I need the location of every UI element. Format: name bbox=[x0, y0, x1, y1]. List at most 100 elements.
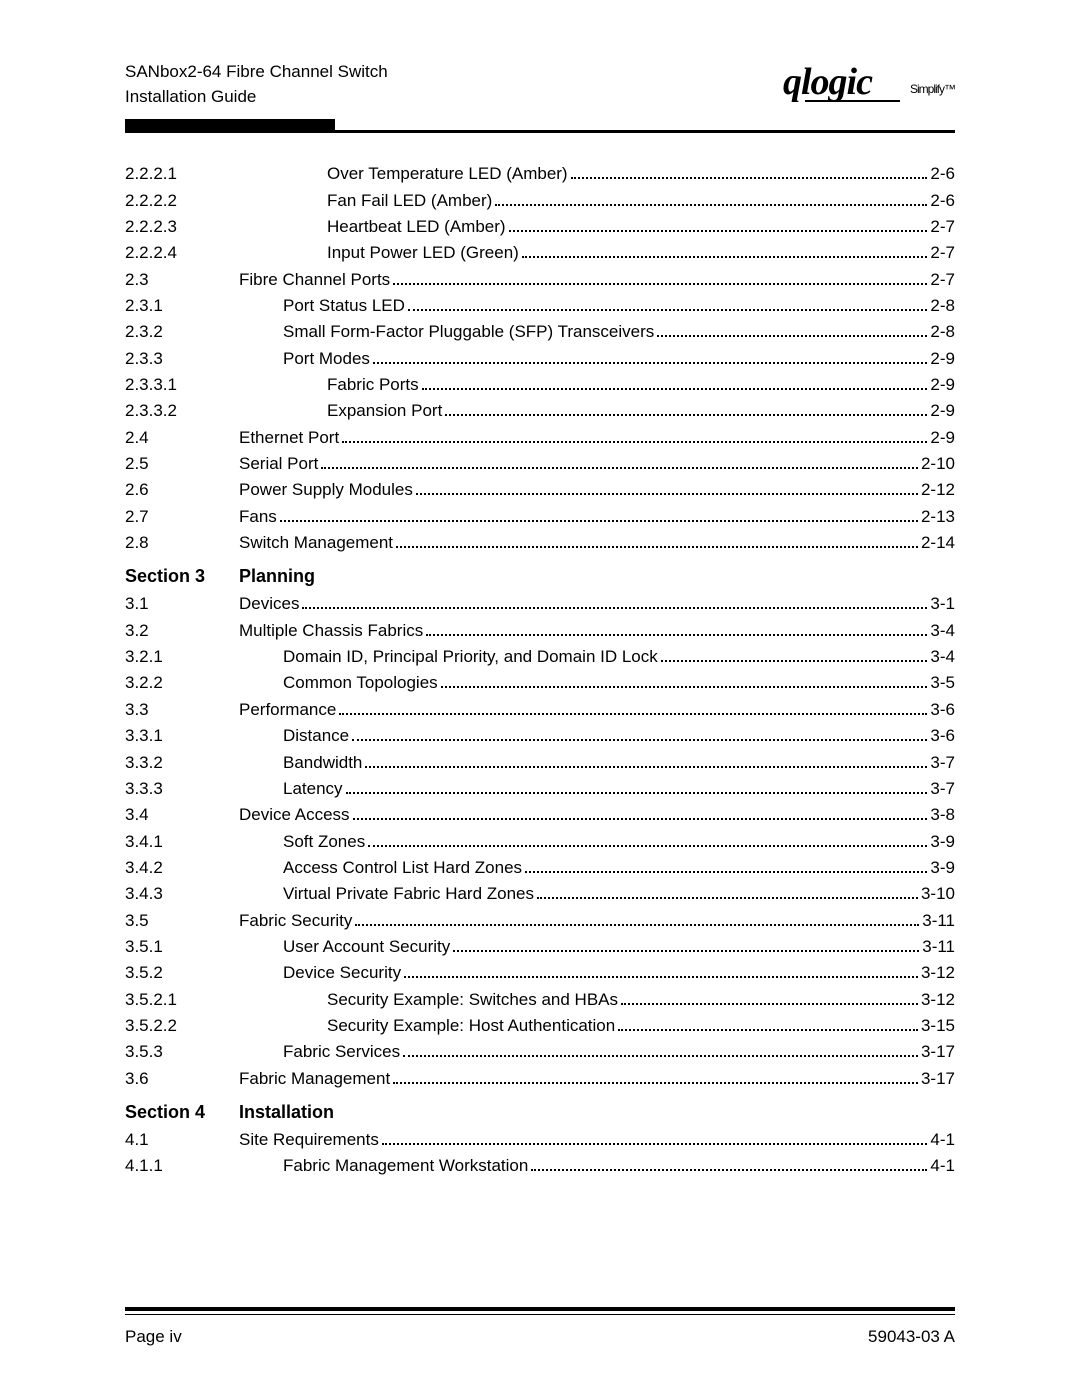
toc-entry-page: 4-1 bbox=[930, 1153, 955, 1179]
toc-entry-row: 3.4.1Soft Zones3-9 bbox=[125, 829, 955, 855]
toc-entry-num: 3.3.1 bbox=[125, 723, 239, 749]
toc-entry-row: 3.3Performance3-6 bbox=[125, 697, 955, 723]
toc-entry-row: 2.3.2Small Form-Factor Pluggable (SFP) T… bbox=[125, 319, 955, 345]
toc-entry-num: 3.2 bbox=[125, 618, 239, 644]
toc-entry-num: 4.1 bbox=[125, 1127, 239, 1153]
toc-entry-title-wrap: Fans2-13 bbox=[239, 504, 955, 530]
footer-area: Page iv 59043-03 A bbox=[125, 1307, 955, 1347]
toc-entry-page: 4-1 bbox=[930, 1127, 955, 1153]
toc-entry-title: Fans bbox=[239, 504, 277, 530]
toc-entry-page: 3-4 bbox=[930, 644, 955, 670]
toc-entry-page: 2-14 bbox=[921, 530, 955, 556]
toc-dot-leader bbox=[280, 520, 918, 522]
toc-entry-row: 3.5Fabric Security3-11 bbox=[125, 908, 955, 934]
toc-entry-title: Switch Management bbox=[239, 530, 393, 556]
toc-dot-leader bbox=[339, 713, 927, 715]
logo-text: qlogic bbox=[783, 61, 872, 103]
toc-entry-title-wrap: Fabric Services3-17 bbox=[239, 1039, 955, 1065]
toc-entry-page: 2-12 bbox=[921, 477, 955, 503]
toc-dot-leader bbox=[621, 1003, 918, 1005]
toc-entry-title-wrap: Fabric Management3-17 bbox=[239, 1066, 955, 1092]
toc-entry-page: 3-15 bbox=[921, 1013, 955, 1039]
toc-entry-num: 3.4 bbox=[125, 802, 239, 828]
toc-entry-title-wrap: Fabric Ports2-9 bbox=[239, 372, 955, 398]
toc-entry-title: User Account Security bbox=[283, 934, 450, 960]
toc-entry-title: Heartbeat LED (Amber) bbox=[327, 214, 506, 240]
toc-entry-title: Fabric Management bbox=[239, 1066, 390, 1092]
toc-dot-leader bbox=[537, 897, 918, 899]
toc-dot-leader bbox=[453, 950, 919, 952]
toc-entry-title-wrap: Port Status LED2-8 bbox=[239, 293, 955, 319]
toc-entry-title: Fabric Ports bbox=[327, 372, 419, 398]
toc-entry-title: Device Security bbox=[283, 960, 401, 986]
page-container: SANbox2-64 Fibre Channel Switch Installa… bbox=[0, 0, 1080, 1397]
toc-dot-leader bbox=[404, 976, 918, 978]
toc-entry-title: Device Access bbox=[239, 802, 350, 828]
toc-entry-num: 2.3.3 bbox=[125, 346, 239, 372]
toc-entry-title-wrap: Input Power LED (Green)2-7 bbox=[239, 240, 955, 266]
toc-entry-row: 3.4.2Access Control List Hard Zones3-9 bbox=[125, 855, 955, 881]
toc-dot-leader bbox=[342, 441, 927, 443]
toc-dot-leader bbox=[373, 362, 927, 364]
toc-entry-title: Serial Port bbox=[239, 451, 318, 477]
toc-dot-leader bbox=[393, 1082, 918, 1084]
toc-body: 2.2.2.1 Over Temperature LED (Amber) 2-6 2.… bbox=[125, 161, 955, 1307]
toc-entry-title: Performance bbox=[239, 697, 336, 723]
toc-entry-page: 3-8 bbox=[930, 802, 955, 828]
toc-entry-row: 2.6Power Supply Modules2-12 bbox=[125, 477, 955, 503]
header-black-block bbox=[125, 119, 335, 133]
toc-entry-row: 2.7Fans2-13 bbox=[125, 504, 955, 530]
toc-entry-page: 2-9 bbox=[930, 346, 955, 372]
toc-entry-page: 2-8 bbox=[930, 319, 955, 345]
toc-entry-title-wrap: Performance3-6 bbox=[239, 697, 955, 723]
header-thin-rule bbox=[335, 130, 955, 133]
toc-entry-title: Security Example: Host Authentication bbox=[327, 1013, 615, 1039]
toc-entry-title: Common Topologies bbox=[283, 670, 438, 696]
toc-entry-row: 2.3.3.1Fabric Ports2-9 bbox=[125, 372, 955, 398]
footer-left: Page iv bbox=[125, 1327, 182, 1347]
toc-entry-page: 3-12 bbox=[921, 960, 955, 986]
toc-entry-page: 3-10 bbox=[921, 881, 955, 907]
toc-entry-page: 2-6 bbox=[930, 188, 955, 214]
toc-entry-title: Site Requirements bbox=[239, 1127, 379, 1153]
toc-entry-title-wrap: Small Form-Factor Pluggable (SFP) Transc… bbox=[239, 319, 955, 345]
toc-dot-leader bbox=[416, 493, 918, 495]
toc-entry-num: 2.4 bbox=[125, 425, 239, 451]
toc-entry-page: 2-6 bbox=[930, 161, 955, 187]
toc-entry-title: Over Temperature LED (Amber) bbox=[327, 161, 568, 187]
toc-entry-page: 2-7 bbox=[930, 240, 955, 266]
toc-entry-row: 2.8Switch Management 2-14 bbox=[125, 530, 955, 556]
toc-dot-leader bbox=[571, 177, 928, 179]
toc-section-num: Section 4 bbox=[125, 1102, 239, 1123]
toc-entry-row: 3.5.2Device Security3-12 bbox=[125, 960, 955, 986]
header-area: SANbox2-64 Fibre Channel Switch Installa… bbox=[125, 60, 955, 109]
toc-dot-leader bbox=[353, 818, 928, 820]
toc-section-row: Section 3Planning bbox=[125, 566, 955, 587]
toc-dot-leader bbox=[368, 845, 927, 847]
toc-dot-leader bbox=[522, 256, 928, 258]
toc-entry-title: Port Status LED bbox=[283, 293, 405, 319]
toc-dot-leader bbox=[396, 546, 918, 548]
toc-entry-title-wrap: Port Modes2-9 bbox=[239, 346, 955, 372]
toc-dot-leader bbox=[365, 766, 927, 768]
toc-section-num: Section 3 bbox=[125, 566, 239, 587]
toc-entry-title: Multiple Chassis Fabrics bbox=[239, 618, 423, 644]
toc-entry-num: 2.8 bbox=[125, 530, 239, 556]
toc-entry-title-wrap: Distance3-6 bbox=[239, 723, 955, 749]
toc-entry-num: 2.2.2.1 bbox=[125, 161, 239, 187]
toc-entry-title: Fan Fail LED (Amber) bbox=[327, 188, 492, 214]
toc-entry-title-wrap: Multiple Chassis Fabrics 3-4 bbox=[239, 618, 955, 644]
toc-entry-num: 4.1.1 bbox=[125, 1153, 239, 1179]
toc-entry-page: 2-7 bbox=[930, 214, 955, 240]
logo: qlogic Simplify™ bbox=[783, 60, 955, 102]
toc-entry-num: 3.5.1 bbox=[125, 934, 239, 960]
toc-entry-title-wrap: Virtual Private Fabric Hard Zones3-10 bbox=[239, 881, 955, 907]
toc-dot-leader bbox=[393, 283, 927, 285]
toc-entry-row: 3.5.2.1Security Example: Switches and HB… bbox=[125, 987, 955, 1013]
toc-entry-page: 3-11 bbox=[922, 934, 955, 960]
toc-entry-row: 3.5.3Fabric Services3-17 bbox=[125, 1039, 955, 1065]
toc-dot-leader bbox=[509, 230, 928, 232]
toc-entry-page: 3-4 bbox=[930, 618, 955, 644]
toc-entry-num: 3.4.1 bbox=[125, 829, 239, 855]
toc-entry-title: Small Form-Factor Pluggable (SFP) Transc… bbox=[283, 319, 654, 345]
